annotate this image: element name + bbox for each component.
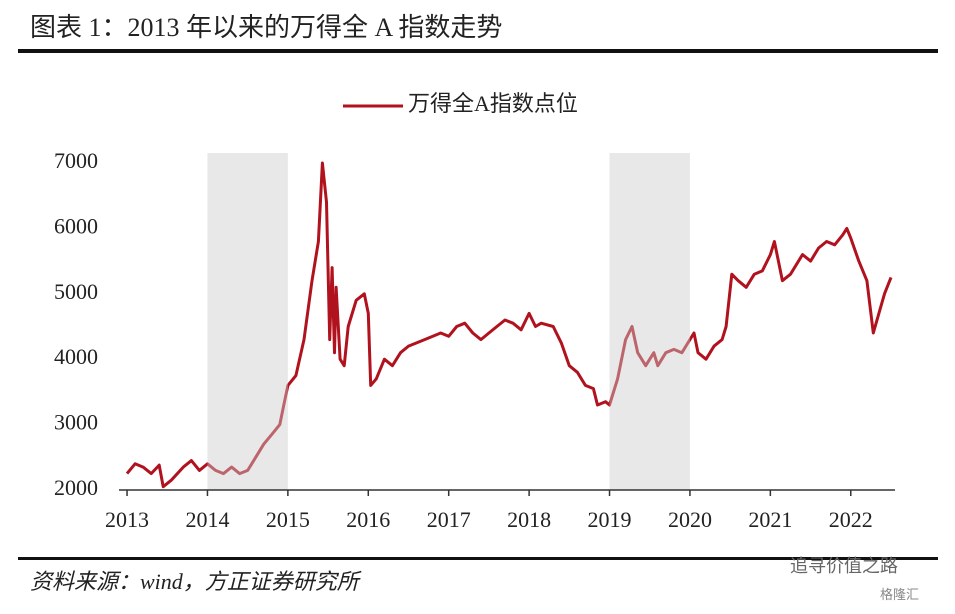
- x-tick-label: 2020: [668, 507, 712, 532]
- y-tick-label: 4000: [54, 344, 98, 369]
- x-tick-label: 2021: [748, 507, 792, 532]
- x-tick-label: 2017: [427, 507, 471, 532]
- source: 资料来源：wind，方正证券研究所: [30, 569, 362, 594]
- x-tick-label: 2022: [829, 507, 873, 532]
- y-tick-label: 2000: [54, 475, 98, 500]
- y-tick-label: 3000: [54, 410, 98, 435]
- x-tick-label: 2013: [105, 507, 149, 532]
- watermark: 格隆汇: [880, 587, 919, 602]
- x-tick-label: 2019: [588, 507, 632, 532]
- x-tick-label: 2014: [185, 507, 229, 532]
- watermark: 追寻价值之路: [790, 556, 898, 576]
- x-tick-label: 2018: [507, 507, 551, 532]
- title-rule: [18, 49, 938, 53]
- shaded-period: [609, 153, 690, 490]
- y-tick-label: 6000: [54, 213, 98, 238]
- x-tick-label: 2016: [346, 507, 390, 532]
- chart-title: 图表 1：2013 年以来的万得全 A 指数走势: [30, 13, 502, 42]
- x-tick-label: 2015: [266, 507, 310, 532]
- y-tick-label: 7000: [54, 148, 98, 173]
- y-tick-label: 5000: [54, 279, 98, 304]
- legend-label: 万得全A指数点位: [408, 91, 578, 116]
- shaded-period: [207, 153, 288, 490]
- data-line: [125, 161, 893, 489]
- source-rule: [18, 557, 938, 560]
